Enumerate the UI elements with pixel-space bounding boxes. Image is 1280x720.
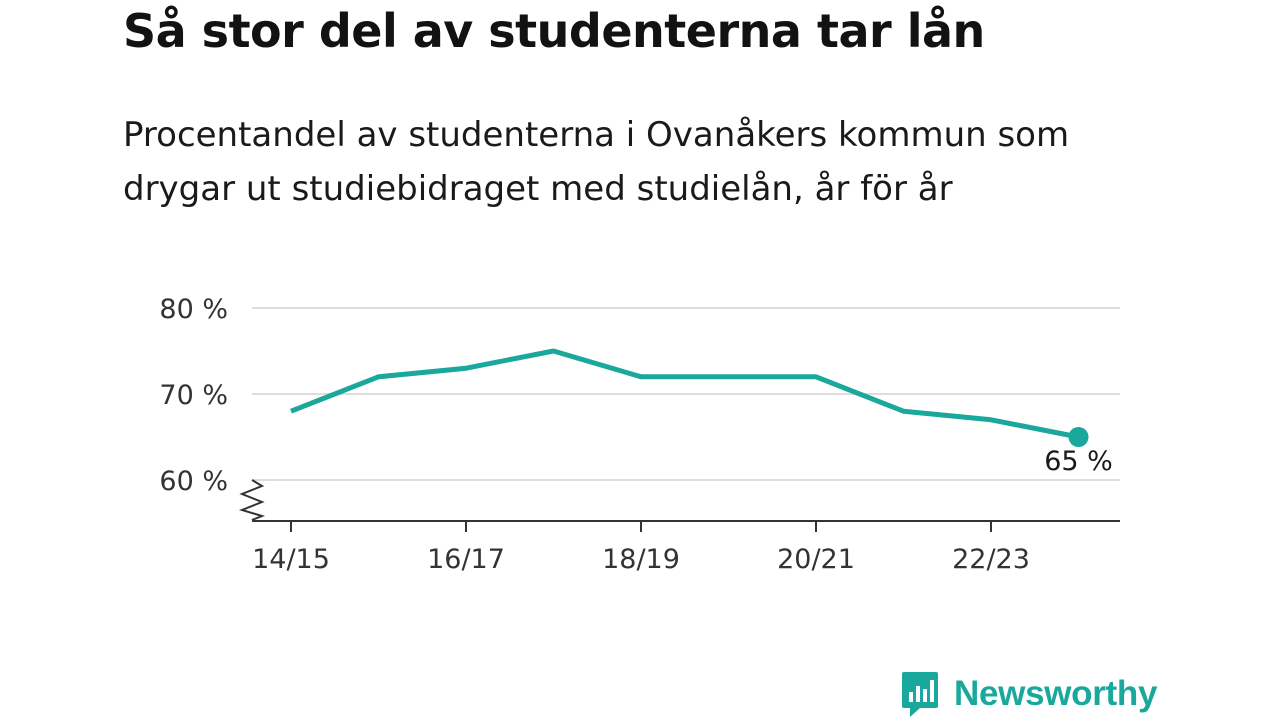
y-tick-label: 70 % — [159, 380, 228, 411]
x-tick-label: 22/23 — [952, 544, 1030, 575]
gridlines — [252, 307, 1120, 481]
y-tick-label: 60 % — [159, 466, 228, 497]
x-axis: 14/15 16/17 18/19 20/21 22/23 — [238, 479, 1120, 575]
axis-break-mark — [238, 479, 266, 521]
y-tick-label: 80 % — [159, 294, 228, 325]
y-axis-ticks: 60 % 70 % 80 % — [159, 294, 228, 497]
brand-logo: Newsworthy — [900, 670, 1157, 718]
x-tick-label: 18/19 — [602, 544, 680, 575]
x-tick-label: 14/15 — [252, 544, 330, 575]
brand-name: Newsworthy — [954, 674, 1158, 713]
series: 65 % — [290, 348, 1113, 477]
series-line — [290, 348, 1079, 440]
x-tick-label: 16/17 — [427, 544, 505, 575]
x-tick-label: 20/21 — [777, 544, 855, 575]
last-data-point — [1068, 427, 1089, 447]
chart-title: Så stor del av studenterna tar lån — [123, 4, 985, 58]
chart-subtitle: Procentandel av studenterna i Ovanåkers … — [123, 115, 1070, 209]
newsworthy-logo-icon — [902, 672, 938, 717]
last-point-label: 65 % — [1044, 446, 1113, 477]
